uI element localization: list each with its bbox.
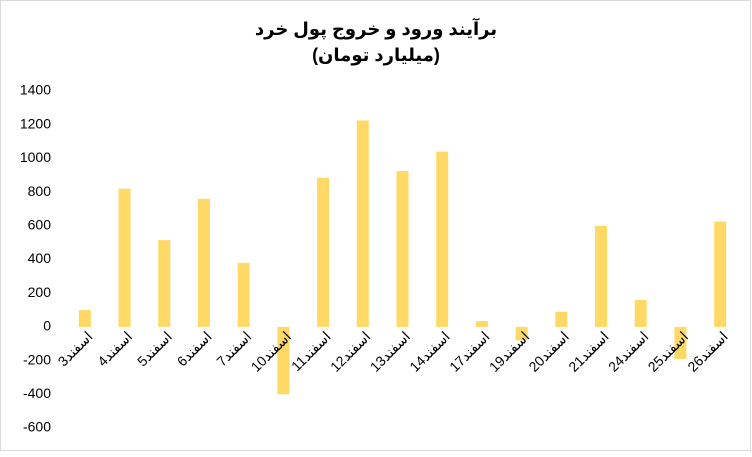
y-tick-label: -200 [23,351,51,367]
bar [277,326,290,395]
bar [158,240,171,327]
bar [197,198,210,327]
bar [317,177,330,327]
chart-subtitle: (میلیارد تومان) [312,45,440,66]
y-tick-label: 600 [28,217,52,233]
y-tick-label: 1400 [20,82,51,98]
bar [237,262,250,327]
bar [78,310,91,327]
bar [356,120,369,327]
y-tick-label: -400 [23,385,51,401]
bar [515,326,528,341]
chart-title: برآیند ورود و خروج پول خرد [255,17,497,40]
bar [555,311,568,327]
y-tick-label: 200 [28,284,52,300]
bar [118,188,131,327]
bar [674,326,687,359]
y-tick-label: 400 [28,250,52,266]
y-tick-label: 800 [28,183,52,199]
bar [396,171,409,327]
y-tick-label: 1200 [20,115,51,131]
bar [475,321,488,327]
bar [634,299,647,327]
y-tick-label: 0 [43,318,51,334]
bar [595,225,608,327]
y-tick-label: -600 [23,419,51,435]
bar [436,151,449,327]
bar [714,221,727,327]
y-tick-label: 1000 [20,149,51,165]
